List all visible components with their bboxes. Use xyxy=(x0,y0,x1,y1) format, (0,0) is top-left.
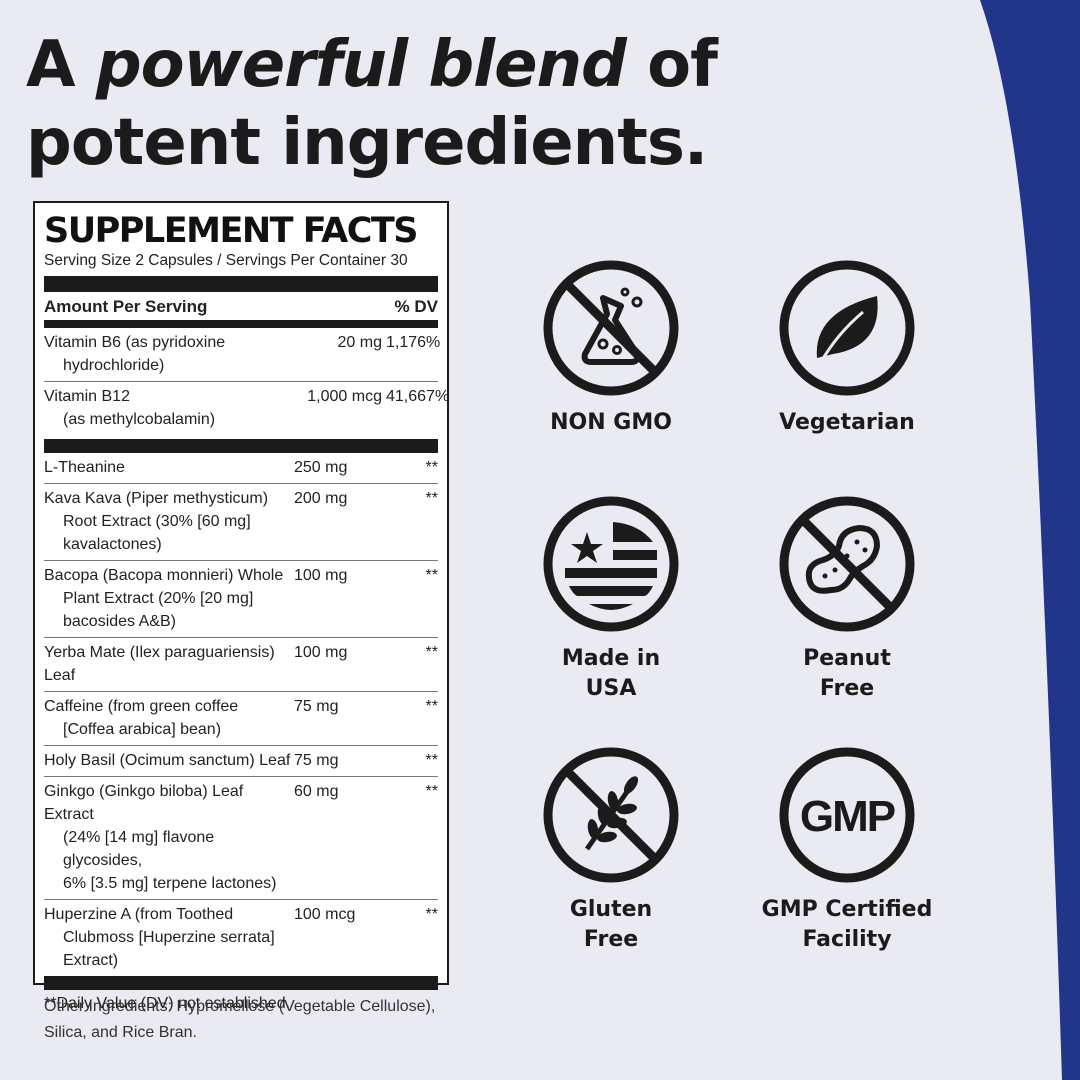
name-line: Holy Basil (Ocimum sanctum) Leaf xyxy=(44,752,291,769)
supplement-facts-panel: SUPPLEMENT FACTS Serving Size 2 Capsules… xyxy=(33,201,450,1012)
ingredient-amount: 100 mcg xyxy=(294,906,356,923)
no-peanut-icon xyxy=(779,496,915,632)
headline-emphasis: powerful blend xyxy=(95,28,627,102)
ingredient-amount: 250 mg xyxy=(294,459,348,476)
ingredient-dv: ** xyxy=(425,698,438,715)
usa-flag-icon xyxy=(543,496,679,632)
facts-row: Caffeine (from green coffee [Coffea arabi… xyxy=(44,692,438,746)
serving-info: Serving Size 2 Capsules / Servings Per C… xyxy=(44,252,408,269)
gmp-icon-text: GMP xyxy=(800,792,895,841)
name-line: Ginkgo (Ginkgo biloba) Leaf Extract xyxy=(44,783,244,823)
name-line: Caffeine (from green coffee xyxy=(44,698,239,715)
ingredient-name: Yerba Mate (Ilex paraguariensis) Leaf xyxy=(44,641,294,687)
facts-row: Huperzine A (from Toothed Clubmoss [Huper… xyxy=(44,900,438,976)
ingredient-amount: 200 mg xyxy=(294,490,348,507)
badge-vegetarian: Vegetarian xyxy=(747,258,947,438)
name-line: Huperzine A (from Toothed xyxy=(44,906,234,923)
dv-footnote: **Daily Value (DV) not established. xyxy=(44,995,291,1012)
divider-medium xyxy=(44,320,438,328)
ingredient-dv: 1,176% xyxy=(386,334,441,351)
headline-part-2: of xyxy=(625,28,718,102)
facts-row: Bacopa (Bacopa monnieri) Whole Plant Extr… xyxy=(44,561,438,638)
badge-peanut-free: Peanut Free xyxy=(747,494,947,704)
facts-row: Yerba Mate (Ilex paraguariensis) Leaf 100… xyxy=(44,638,438,692)
name-line: 6% [3.5 mg] terpene lactones) xyxy=(63,875,277,892)
supplement-facts-title: SUPPLEMENT FACTS xyxy=(44,211,418,251)
headline: A powerful blend of potent ingredients. xyxy=(26,26,718,182)
ingredient-dv: ** xyxy=(425,783,438,800)
headline-line-2: potent ingredients. xyxy=(26,106,708,180)
badge-label: Gluten Free xyxy=(569,897,653,952)
ingredient-name: Kava Kava (Piper methysticum) Root Extrac… xyxy=(44,487,294,556)
ingredient-name: Bacopa (Bacopa monnieri) Whole Plant Extr… xyxy=(44,564,294,633)
facts-row: Holy Basil (Ocimum sanctum) Leaf 75 mg ** xyxy=(44,746,438,777)
ingredient-list: L-Theanine 250 mg ** Kava Kava (Piper methy… xyxy=(44,453,438,976)
name-line: kavalactones) xyxy=(63,536,162,553)
headline-line-1: A powerful blend of xyxy=(26,26,718,104)
badge-non-gmo: NON GMO xyxy=(511,258,711,438)
ingredient-dv: 41,667% xyxy=(386,388,450,405)
leaf-icon xyxy=(779,260,915,396)
name-line: Kava Kava (Piper methysticum) xyxy=(44,490,269,507)
no-gluten-wheat-icon xyxy=(543,747,679,883)
facts-row: L-Theanine 250 mg ** xyxy=(44,453,438,484)
ingredient-name: Caffeine (from green coffee [Coffea arabi… xyxy=(44,695,294,741)
ingredient-name: Vitamin B12 (as methylcobalamin) xyxy=(44,385,282,431)
name-line: [Coffea arabica] bean) xyxy=(63,721,222,738)
ingredient-dv: ** xyxy=(425,644,438,661)
name-line: L-Theanine xyxy=(44,459,125,476)
divider-thick xyxy=(44,276,438,292)
ingredient-name: Ginkgo (Ginkgo biloba) Leaf Extract (24% … xyxy=(44,780,294,895)
amount-header: Amount Per Serving xyxy=(44,297,208,316)
name-line: Yerba Mate (Ilex paraguariensis) Leaf xyxy=(44,644,275,684)
ingredient-amount: 60 mg xyxy=(294,783,339,800)
name-line: (24% [14 mg] flavone glycosides, xyxy=(63,829,215,869)
ingredient-dv: ** xyxy=(425,490,438,507)
amount-per-serving-header: Amount Per Serving % DV xyxy=(44,292,438,320)
name-line: Vitamin B12 xyxy=(44,388,130,405)
facts-row: Vitamin B6 (as pyridoxine hydrochloride)… xyxy=(44,328,441,382)
name-line: Extract) xyxy=(63,952,119,969)
name-line: (as methylcobalamin) xyxy=(63,411,216,428)
ingredient-amount: 100 mg xyxy=(294,567,348,584)
facts-row: Kava Kava (Piper methysticum) Root Extrac… xyxy=(44,484,438,561)
other-ingredients: Other Ingredients: Hypromellose (Vegetab… xyxy=(44,998,436,1041)
ingredient-amount: 75 mg xyxy=(294,752,339,769)
headline-part-1: A xyxy=(26,28,96,102)
ingredient-amount: 75 mg xyxy=(294,698,339,715)
ingredient-dv: ** xyxy=(425,752,438,769)
badge-label: GMP Certified Facility xyxy=(761,897,933,952)
dv-header: % DV xyxy=(394,297,438,316)
divider-thick xyxy=(44,439,438,453)
ingredient-dv: ** xyxy=(425,459,438,476)
name-line: Bacopa (Bacopa monnieri) Whole xyxy=(44,567,284,584)
badge-gmp-certified: GMP GMP Certified Facility xyxy=(747,745,947,955)
facts-row: Ginkgo (Ginkgo biloba) Leaf Extract (24% … xyxy=(44,777,438,900)
name-line: Vitamin B6 (as pyridoxine xyxy=(44,334,226,351)
ingredient-dv: ** xyxy=(425,906,438,923)
divider-thick xyxy=(44,976,438,990)
badge-made-in-usa: Made in USA xyxy=(511,494,711,704)
badge-label: Peanut Free xyxy=(803,646,891,701)
ingredient-name: Vitamin B6 (as pyridoxine hydrochloride) xyxy=(44,331,282,377)
badge-gluten-free: Gluten Free xyxy=(511,745,711,955)
ingredient-dv: ** xyxy=(425,567,438,584)
name-line: hydrochloride) xyxy=(63,357,165,374)
facts-row: Vitamin B12 (as methylcobalamin) 1,000 m… xyxy=(44,382,450,435)
ingredient-name: Holy Basil (Ocimum sanctum) Leaf xyxy=(44,749,294,772)
ingredient-name: Huperzine A (from Toothed Clubmoss [Huper… xyxy=(44,903,294,972)
ingredient-amount: 1,000 mcg xyxy=(307,388,382,405)
name-line: Clubmoss [Huperzine serrata] xyxy=(63,929,275,946)
badge-label: NON GMO xyxy=(550,410,672,435)
name-line: Root Extract (30% [60 mg] xyxy=(63,513,251,530)
name-line: Plant Extract (20% [20 mg] xyxy=(63,590,254,607)
no-gmo-flask-icon xyxy=(543,260,679,396)
ingredient-amount: 20 mg xyxy=(337,334,382,351)
badge-label: Made in USA xyxy=(561,646,661,701)
ingredient-name: L-Theanine xyxy=(44,456,294,479)
gmp-icon: GMP xyxy=(779,747,915,883)
badge-label: Vegetarian xyxy=(779,410,915,435)
ingredient-amount: 100 mg xyxy=(294,644,348,661)
name-line: bacosides A&B) xyxy=(63,613,176,630)
